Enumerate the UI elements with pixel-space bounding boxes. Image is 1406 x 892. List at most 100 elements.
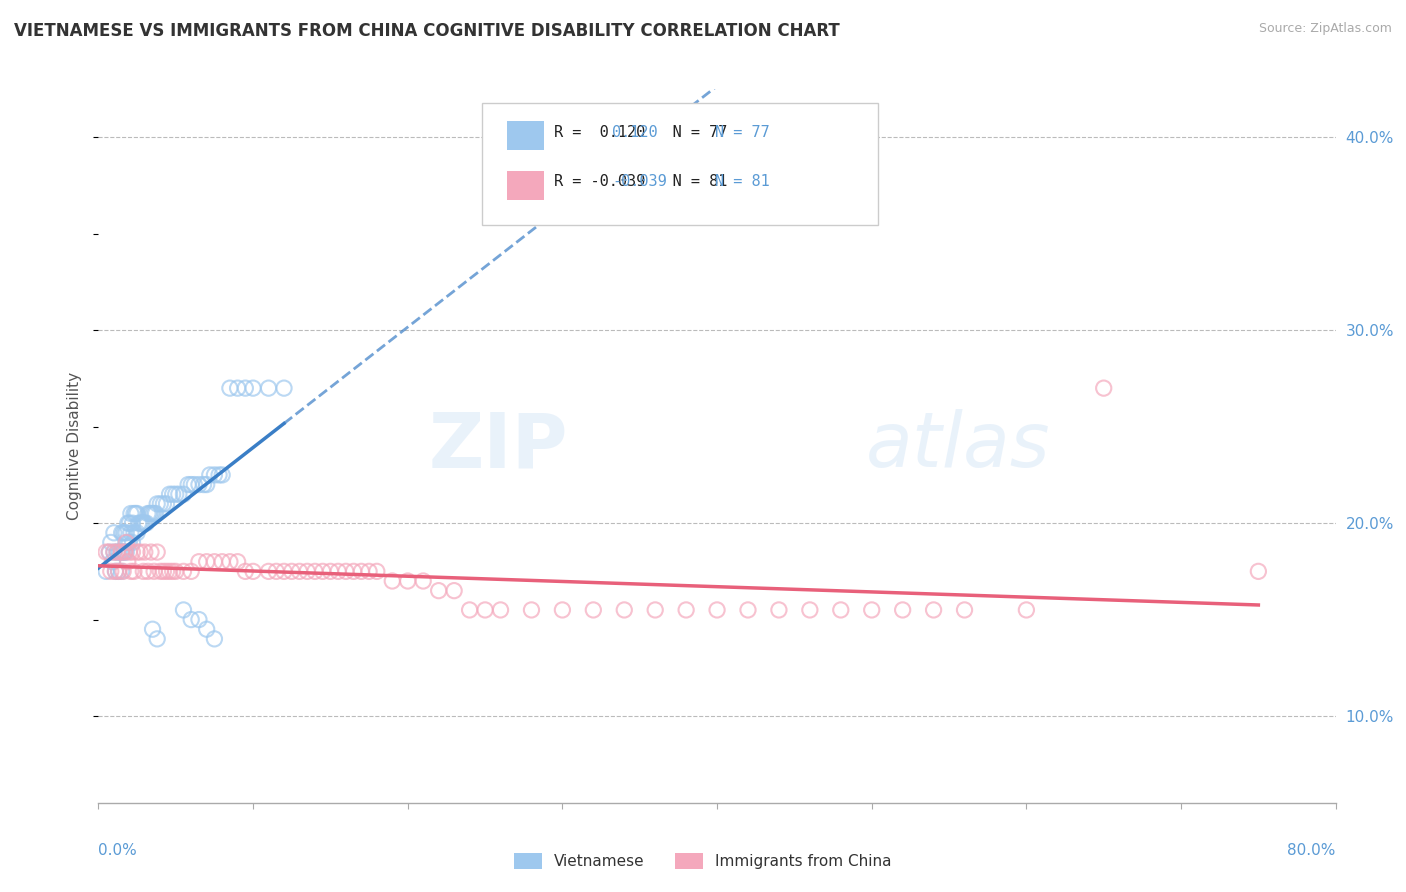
Point xyxy=(489,603,512,617)
Point xyxy=(117,555,139,569)
Point xyxy=(204,632,226,646)
Point xyxy=(266,565,288,579)
Point xyxy=(211,467,233,482)
Point xyxy=(165,487,187,501)
Point xyxy=(139,507,162,521)
Point xyxy=(146,497,169,511)
Point xyxy=(104,565,127,579)
Point xyxy=(149,497,172,511)
Point xyxy=(257,565,280,579)
Point xyxy=(706,603,728,617)
Point xyxy=(219,555,242,569)
Point xyxy=(219,381,242,395)
Point xyxy=(122,525,145,540)
Point xyxy=(427,583,450,598)
Point xyxy=(117,535,139,549)
Point xyxy=(357,565,380,579)
Point xyxy=(114,545,136,559)
Point xyxy=(121,535,143,549)
Point xyxy=(195,555,218,569)
Point xyxy=(582,603,605,617)
Point xyxy=(100,565,122,579)
Point xyxy=(193,477,215,491)
Point xyxy=(737,603,759,617)
Point xyxy=(891,603,914,617)
Point xyxy=(131,516,153,530)
Text: VIETNAMESE VS IMMIGRANTS FROM CHINA COGNITIVE DISABILITY CORRELATION CHART: VIETNAMESE VS IMMIGRANTS FROM CHINA COGN… xyxy=(14,22,839,40)
Point xyxy=(155,565,177,579)
Point xyxy=(173,565,195,579)
Point xyxy=(112,565,135,579)
Point xyxy=(188,613,211,627)
Point xyxy=(180,613,202,627)
Point xyxy=(644,603,666,617)
Point xyxy=(242,565,264,579)
Point xyxy=(343,565,366,579)
Point xyxy=(136,565,159,579)
Point xyxy=(396,574,419,588)
Point xyxy=(381,574,404,588)
Point xyxy=(273,565,295,579)
Point xyxy=(101,555,124,569)
Point xyxy=(208,467,231,482)
Point xyxy=(129,545,152,559)
Point xyxy=(118,535,141,549)
Point xyxy=(98,545,121,559)
Point xyxy=(143,507,166,521)
Point xyxy=(115,545,138,559)
Point xyxy=(953,603,976,617)
Text: -0.039: -0.039 xyxy=(612,175,666,189)
Point xyxy=(107,565,129,579)
Point xyxy=(188,477,211,491)
Point xyxy=(167,487,190,501)
Point xyxy=(155,497,177,511)
Point xyxy=(162,487,184,501)
Point xyxy=(145,507,167,521)
Point xyxy=(1015,603,1038,617)
Point xyxy=(120,507,142,521)
Point xyxy=(204,555,226,569)
Point xyxy=(551,603,574,617)
Point xyxy=(922,603,945,617)
Point xyxy=(129,516,152,530)
Point xyxy=(177,477,200,491)
Legend: Vietnamese, Immigrants from China: Vietnamese, Immigrants from China xyxy=(509,847,897,875)
Text: Source: ZipAtlas.com: Source: ZipAtlas.com xyxy=(1258,22,1392,36)
Point xyxy=(118,516,141,530)
FancyBboxPatch shape xyxy=(482,103,877,225)
Point xyxy=(235,381,257,395)
Point xyxy=(520,603,543,617)
Point xyxy=(1247,565,1270,579)
Point xyxy=(180,565,202,579)
Point xyxy=(107,545,129,559)
Point xyxy=(115,535,138,549)
Point xyxy=(108,545,131,559)
Point xyxy=(768,603,790,617)
Point xyxy=(165,565,187,579)
Point xyxy=(183,477,205,491)
Point xyxy=(335,565,357,579)
Point xyxy=(146,545,169,559)
Point xyxy=(103,525,125,540)
Point xyxy=(204,467,226,482)
Point xyxy=(319,565,342,579)
Point xyxy=(297,565,319,579)
Point xyxy=(107,565,129,579)
Point xyxy=(675,603,697,617)
Point xyxy=(132,516,155,530)
Point xyxy=(443,583,465,598)
Point xyxy=(235,565,257,579)
Point xyxy=(120,565,142,579)
Point xyxy=(132,565,155,579)
Point xyxy=(288,565,311,579)
Point xyxy=(458,603,481,617)
Point xyxy=(152,565,174,579)
Point xyxy=(134,516,156,530)
Point xyxy=(152,497,174,511)
Text: 0.0%: 0.0% xyxy=(98,843,138,858)
Point xyxy=(122,507,145,521)
Point xyxy=(830,603,852,617)
Text: R =  0.120   N = 77: R = 0.120 N = 77 xyxy=(554,125,727,139)
Point xyxy=(860,603,883,617)
Point xyxy=(613,603,636,617)
